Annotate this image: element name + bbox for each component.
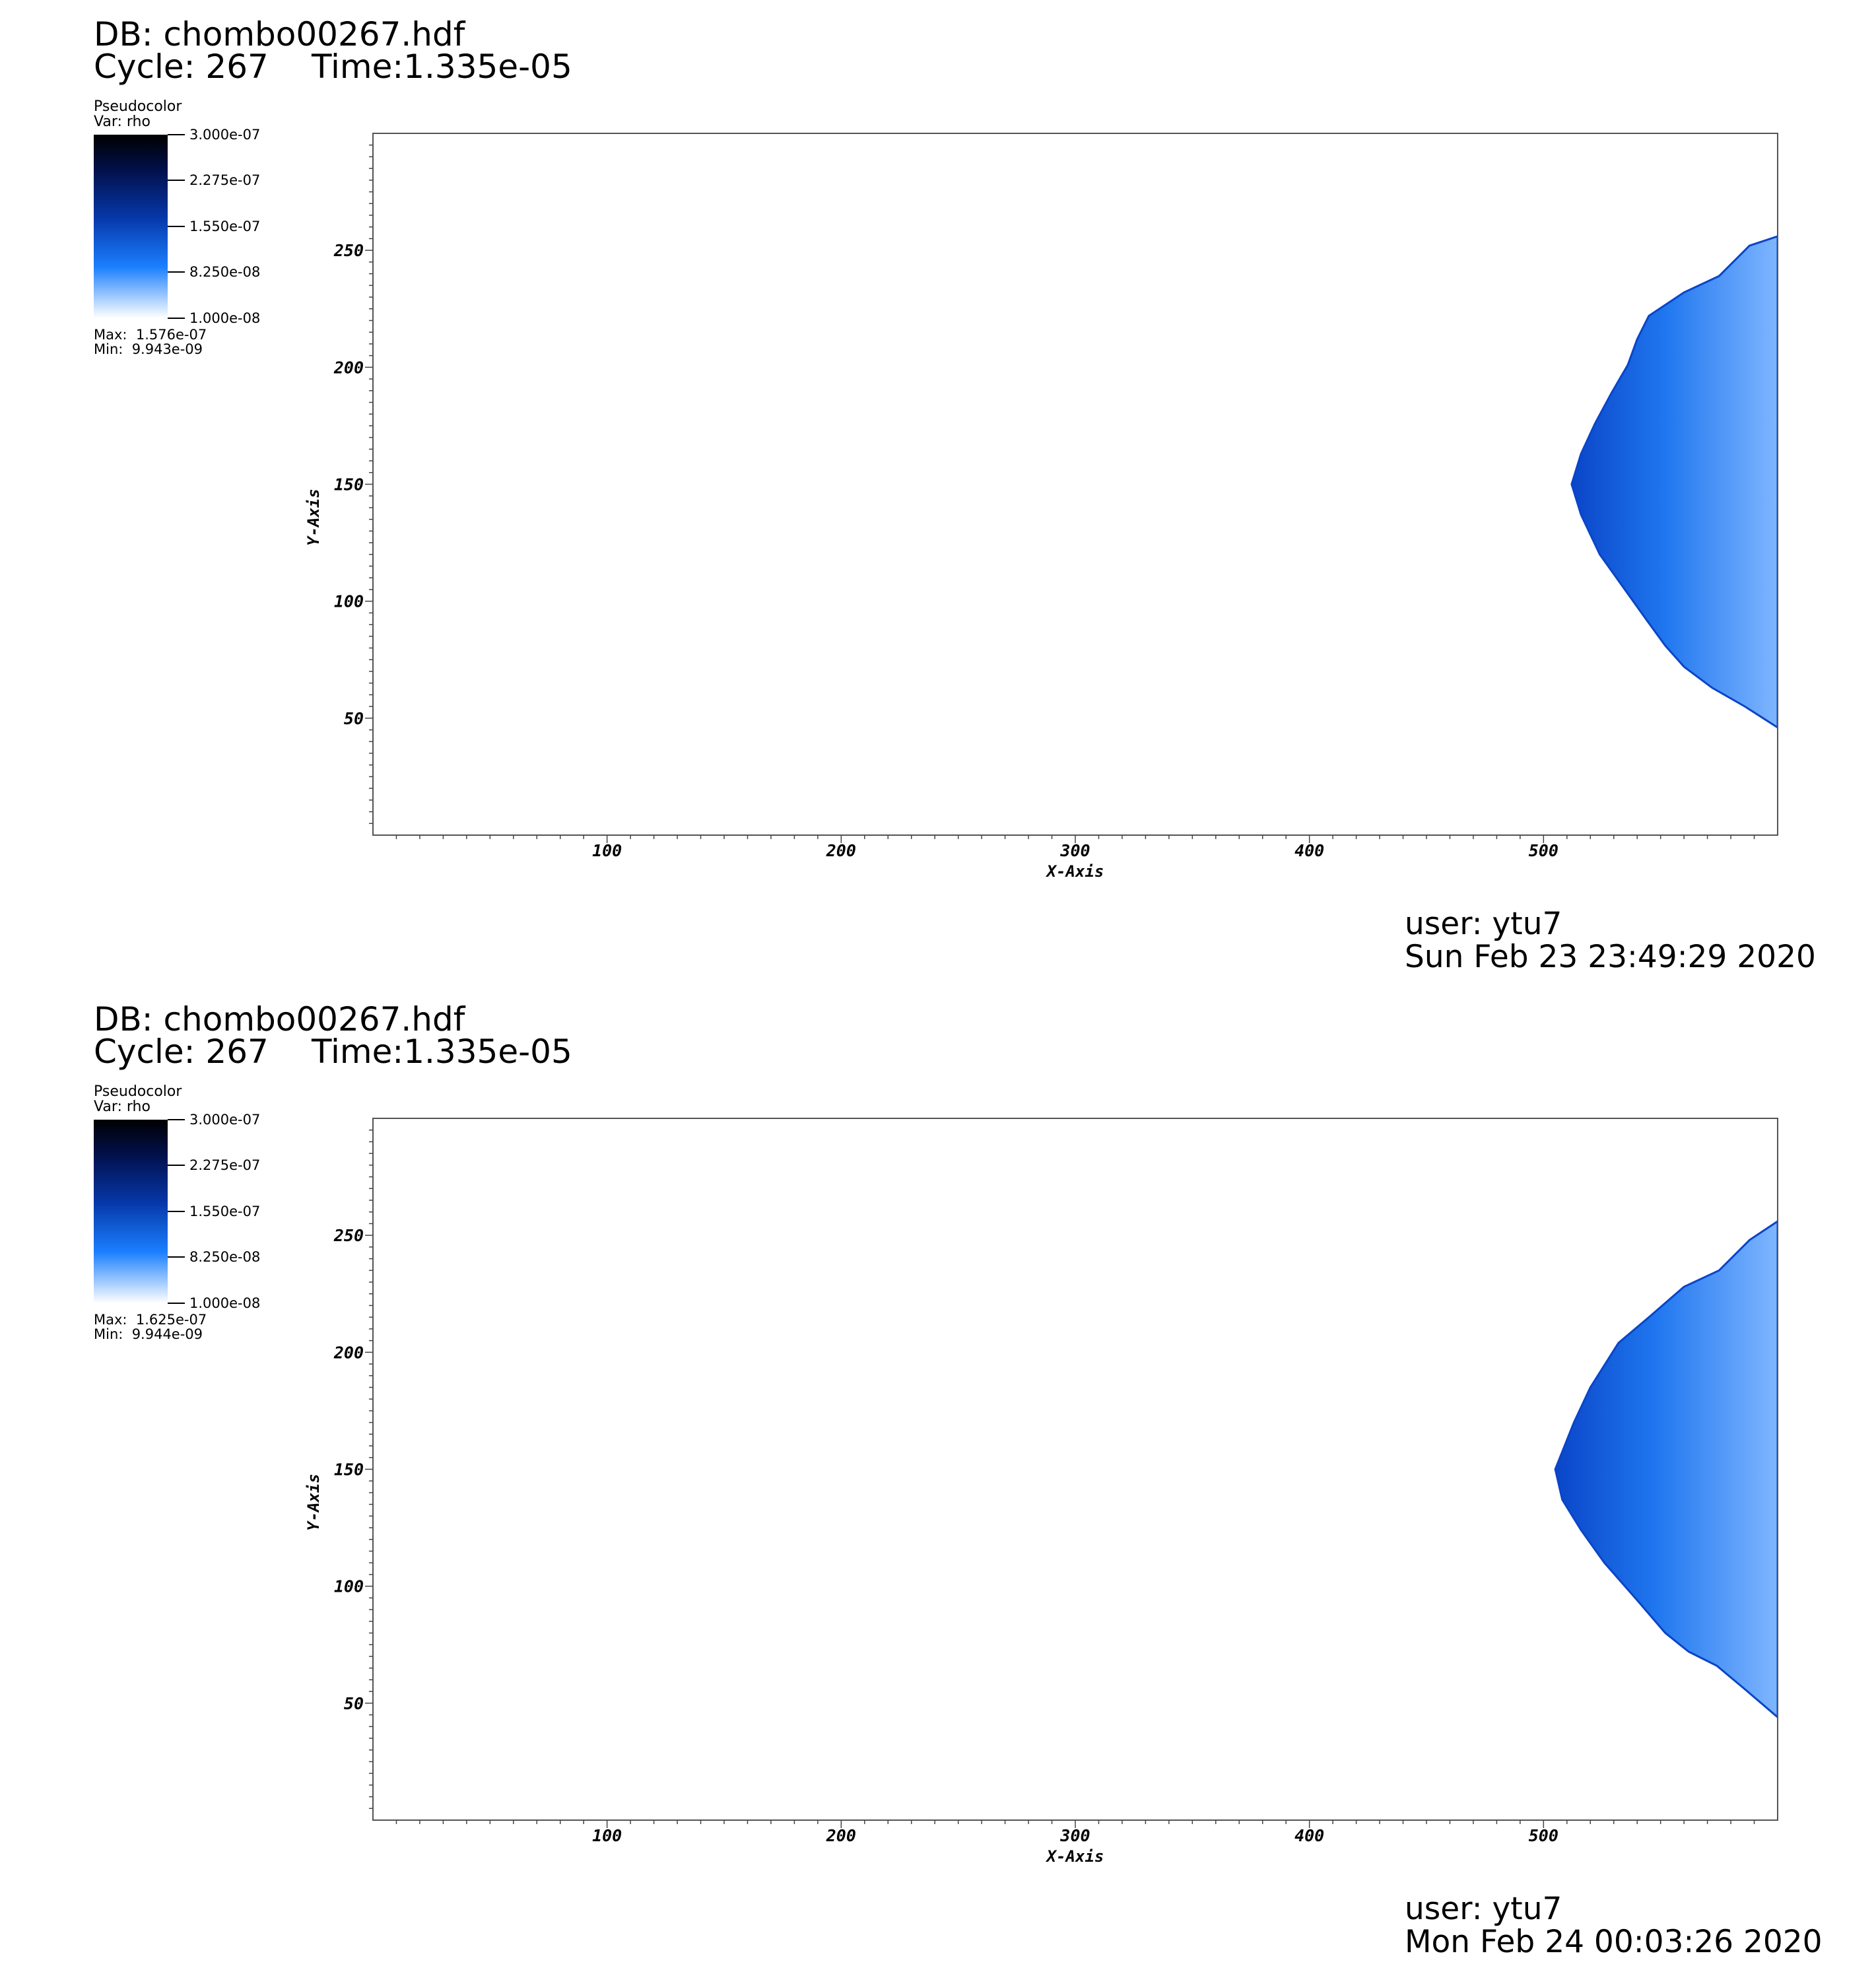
colorbar-tick (168, 226, 185, 227)
colorbar-tick (168, 271, 185, 273)
y-tick-label: 200 (333, 1343, 364, 1362)
legend-max: Max: 1.576e-07 (94, 327, 207, 343)
x-tick-label: 500 (1529, 1826, 1558, 1845)
x-tick-label: 300 (1059, 841, 1090, 860)
x-tick-label: 300 (1059, 1826, 1090, 1845)
x-tick-label: 100 (592, 841, 622, 860)
y-axis-title: Y-Axis (304, 1474, 323, 1531)
legend-variable: Var: rho (94, 1099, 151, 1115)
rho-density-region (1570, 235, 1778, 729)
user-label: user: ytu7 (1405, 1891, 1562, 1927)
database-label: DB: chombo00267.hdf (94, 15, 465, 53)
x-tick-label: 400 (1294, 841, 1324, 860)
pseudocolor-plot: 100 200 300 400 500 50 100 150 200 250 X-Axis Y-Axi… (304, 133, 1778, 881)
y-tick-label: 100 (334, 592, 364, 611)
colorbar-label: 1.000e-08 (189, 1295, 261, 1311)
colorbar-tick (168, 1256, 185, 1258)
legend-max: Max: 1.625e-07 (94, 1312, 207, 1328)
user-label: user: ytu7 (1405, 906, 1562, 942)
y-tick-label: 100 (334, 1577, 364, 1596)
colorbar-label: 8.250e-08 (189, 1249, 261, 1265)
colorbar-label: 1.000e-08 (189, 310, 261, 326)
x-tick-label: 200 (826, 841, 856, 860)
legend-plot-type: Pseudocolor (94, 98, 182, 115)
colorbar-tick (168, 180, 185, 181)
colorbar-label: 8.250e-08 (189, 264, 261, 280)
colorbar (94, 135, 168, 318)
x-axis-title: X-Axis (1046, 862, 1104, 881)
x-tick-label: 400 (1294, 1826, 1324, 1845)
y-tick-label: 200 (333, 358, 364, 377)
plot-panel-2: DB: chombo00267.hdf Cycle: 267 Time:1.33… (0, 985, 1876, 1970)
plot-frame (372, 133, 1778, 836)
y-tick-label: 50 (344, 709, 364, 728)
colorbar-label: 1.550e-07 (189, 219, 261, 234)
cycle-label: Cycle: 267 (94, 48, 269, 86)
y-tick-label: 150 (334, 1460, 364, 1479)
database-label: DB: chombo00267.hdf (94, 1000, 465, 1038)
legend-min: Min: 9.944e-09 (94, 1326, 203, 1342)
colorbar-label: 2.275e-07 (189, 1157, 261, 1173)
legend-plot-type: Pseudocolor (94, 1083, 182, 1100)
cycle-label: Cycle: 267 (94, 1033, 269, 1071)
date-label: Sun Feb 23 23:49:29 2020 (1405, 939, 1816, 975)
colorbar-label: 3.000e-07 (189, 1112, 261, 1128)
legend-variable: Var: rho (94, 114, 151, 130)
colorbar-label: 2.275e-07 (189, 172, 261, 188)
y-tick-label: 250 (333, 1226, 364, 1245)
colorbar-tick (168, 1119, 185, 1120)
y-tick-label: 50 (344, 1694, 364, 1713)
x-axis-title: X-Axis (1046, 1847, 1104, 1866)
colorbar-tick (168, 1211, 185, 1212)
plot-panel-1: DB: chombo00267.hdf Cycle: 267 Time:1.33… (94, 15, 1816, 975)
x-tick-label: 200 (826, 1826, 856, 1845)
x-tick-label: 100 (592, 1826, 622, 1845)
date-label: Mon Feb 24 00:03:26 2020 (1405, 1924, 1823, 1960)
y-tick-label: 250 (333, 241, 364, 260)
pseudocolor-plot: 100 200 300 400 500 50 100 150 200 250 X-Axis Y-Axi… (304, 1118, 1778, 1866)
colorbar-tick (168, 318, 185, 319)
colorbar-tick (168, 134, 185, 135)
time-label: Time:1.335e-05 (312, 48, 572, 86)
colorbar-label: 3.000e-07 (189, 127, 261, 143)
colorbar-tick (168, 1165, 185, 1166)
time-label: Time:1.335e-05 (312, 1033, 572, 1071)
colorbar-label: 1.550e-07 (189, 1204, 261, 1219)
colorbar-tick (168, 1303, 185, 1304)
colorbar (94, 1120, 168, 1303)
x-tick-label: 500 (1529, 841, 1558, 860)
rho-density-region (1554, 1220, 1778, 1719)
legend-min: Min: 9.943e-09 (94, 341, 203, 357)
y-tick-label: 150 (334, 475, 364, 494)
y-axis-title: Y-Axis (304, 489, 323, 546)
